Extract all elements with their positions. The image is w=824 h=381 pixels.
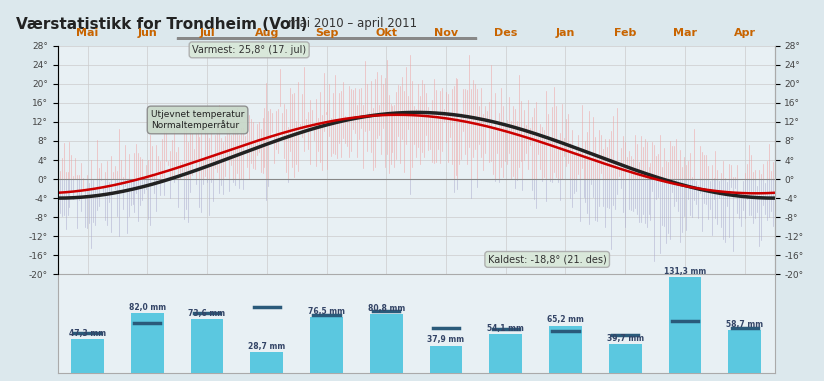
Text: Jan: Jan <box>555 28 575 38</box>
Text: Jun: Jun <box>138 28 157 38</box>
Text: 76,5 mm: 76,5 mm <box>308 307 345 316</box>
Text: Mar: Mar <box>673 28 697 38</box>
Text: Okt: Okt <box>375 28 397 38</box>
Bar <box>609 344 642 373</box>
Text: 28,7 mm: 28,7 mm <box>248 342 285 351</box>
Text: Sep: Sep <box>315 28 338 38</box>
Bar <box>489 334 522 373</box>
Text: 82,0 mm: 82,0 mm <box>129 303 166 312</box>
Text: Mai: Mai <box>77 28 99 38</box>
Bar <box>190 319 223 373</box>
Text: Værstatistikk for Trondheim (Voll): Værstatistikk for Trondheim (Voll) <box>16 17 308 32</box>
Text: Feb: Feb <box>614 28 636 38</box>
Text: Apr: Apr <box>733 28 756 38</box>
Text: 131,3 mm: 131,3 mm <box>664 267 706 276</box>
Text: mai 2010 – april 2011: mai 2010 – april 2011 <box>288 17 418 30</box>
Bar <box>71 339 104 373</box>
Bar <box>310 317 343 373</box>
Bar <box>370 314 403 373</box>
Bar <box>177 37 475 40</box>
Text: 58,7 mm: 58,7 mm <box>726 320 763 329</box>
Text: Varmest: 25,8° (17. jul): Varmest: 25,8° (17. jul) <box>192 45 307 55</box>
Bar <box>131 313 164 373</box>
Text: 37,9 mm: 37,9 mm <box>428 335 465 344</box>
Text: Jul: Jul <box>199 28 215 38</box>
Bar <box>668 277 701 373</box>
Text: Aug: Aug <box>255 28 279 38</box>
Text: 65,2 mm: 65,2 mm <box>547 315 584 325</box>
Text: Des: Des <box>494 28 517 38</box>
Text: 54,1 mm: 54,1 mm <box>487 323 524 333</box>
Bar <box>429 346 462 373</box>
Text: 73,6 mm: 73,6 mm <box>189 309 226 318</box>
Text: 80,8 mm: 80,8 mm <box>368 304 405 313</box>
Bar <box>250 352 283 373</box>
Text: 47,3 mm: 47,3 mm <box>69 328 106 338</box>
Text: Utjevnet temperatur
Normaltemperråtur: Utjevnet temperatur Normaltemperråtur <box>151 110 244 130</box>
Bar <box>728 330 761 373</box>
Text: Kaldest: -18,8° (21. des): Kaldest: -18,8° (21. des) <box>488 255 606 264</box>
Text: Nov: Nov <box>434 28 458 38</box>
Text: 39,7 mm: 39,7 mm <box>606 334 644 343</box>
Bar <box>549 325 582 373</box>
